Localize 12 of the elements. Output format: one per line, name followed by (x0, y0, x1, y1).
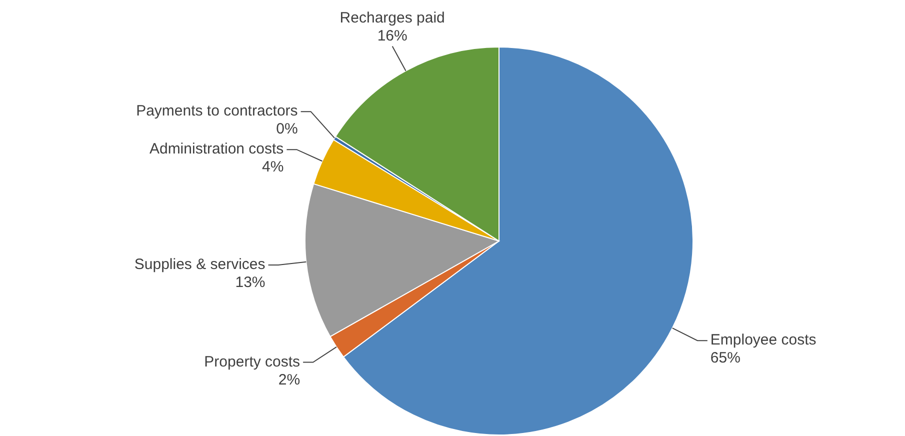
data-label: 2% (278, 371, 300, 388)
data-label: 4% (262, 158, 284, 176)
data-label: 16% (377, 27, 408, 44)
slice-label: Supplies & services (134, 256, 266, 273)
data-label: 13% (235, 274, 266, 291)
slice-label: Property costs (204, 353, 300, 370)
data-label: 0% (276, 120, 298, 138)
slice-label: Administration costs (149, 140, 284, 158)
slice-label: Employee costs (710, 332, 816, 349)
data-label: 65% (710, 350, 740, 367)
slice-label: Payments to contractors (136, 102, 298, 120)
slice-label: Recharges paid (340, 9, 445, 26)
